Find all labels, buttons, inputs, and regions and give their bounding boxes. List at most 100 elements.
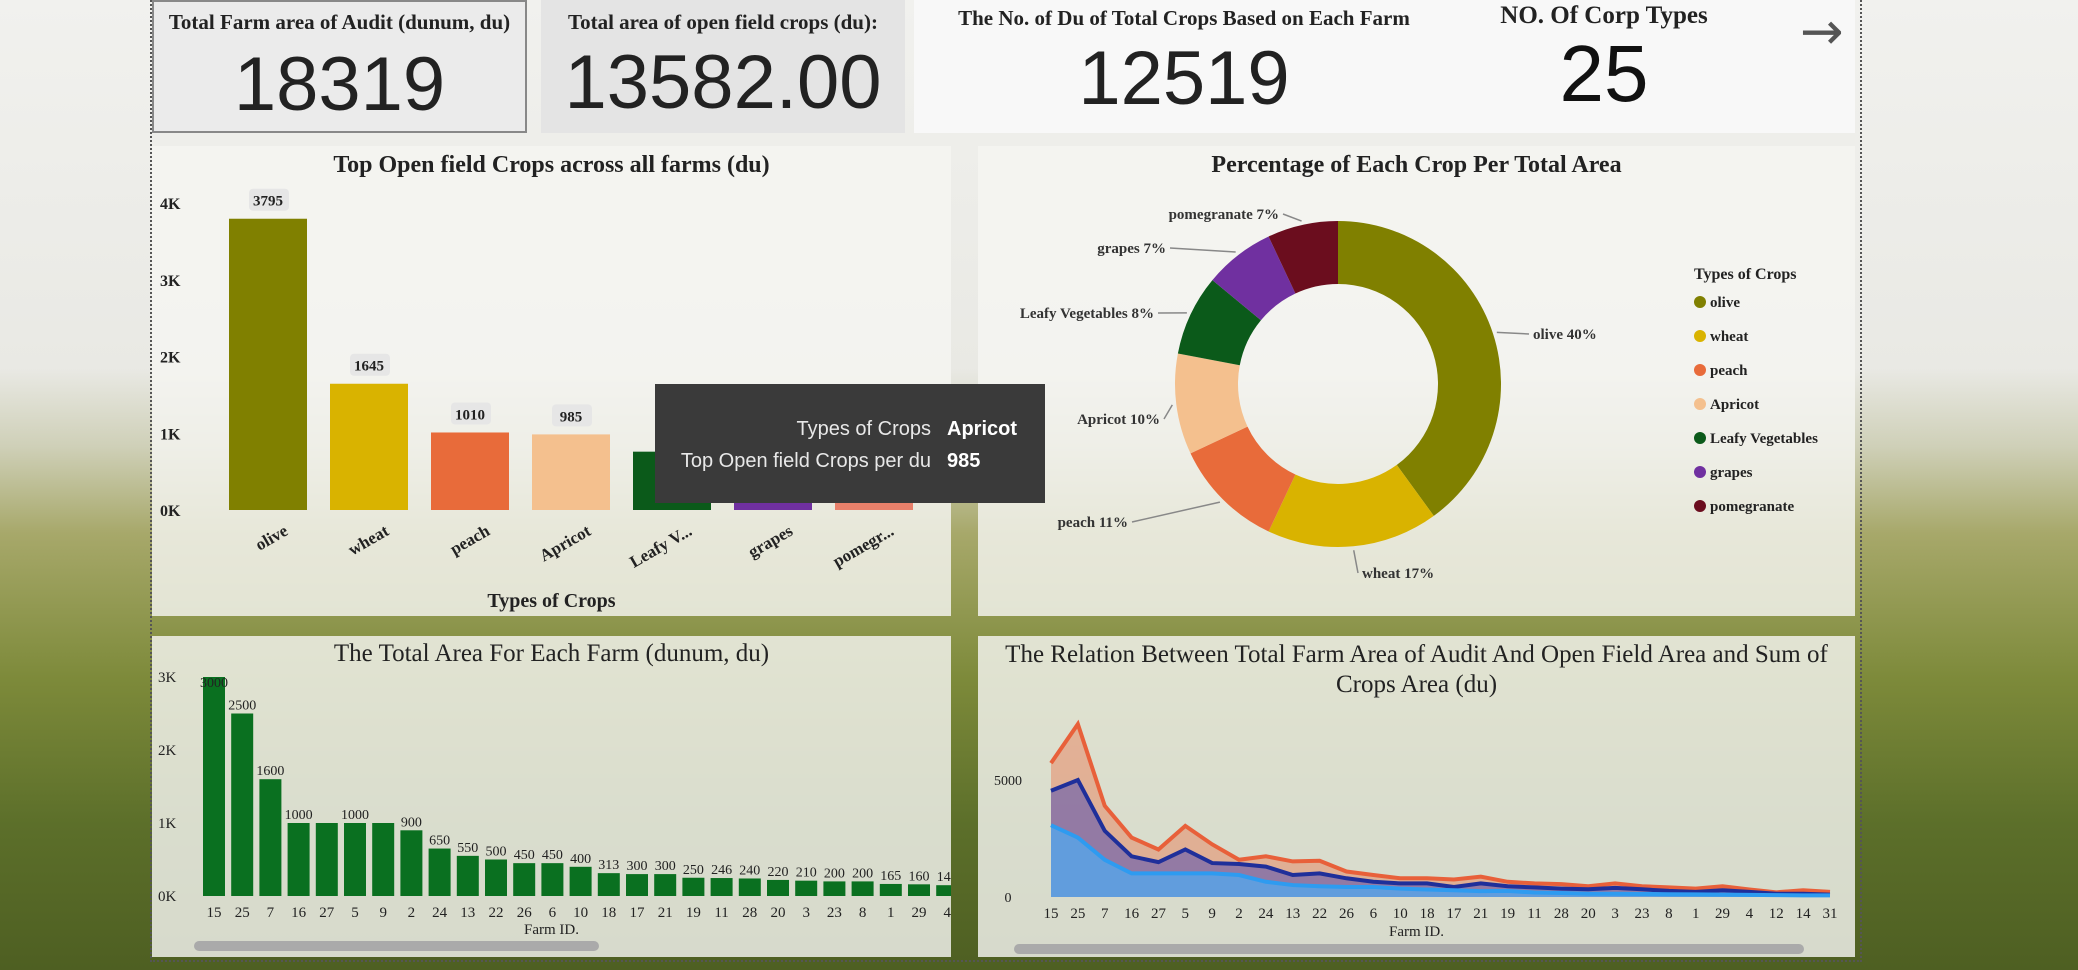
bar: [936, 885, 951, 896]
slice-data-label: peach 11%: [1058, 515, 1128, 531]
data-label: 1000: [285, 808, 313, 823]
arrow-right-icon[interactable]: →: [1800, 2, 1844, 62]
bar: [710, 878, 733, 896]
donut-slice: [1212, 236, 1296, 321]
x-tick-label: 25: [235, 905, 250, 921]
series-line: [1050, 823, 1830, 898]
data-label: 1000: [341, 808, 369, 823]
data-label: 400: [570, 852, 591, 867]
x-tick-label: 3: [802, 905, 810, 921]
bar: [330, 383, 408, 510]
y-tick-label: 1K: [160, 426, 181, 443]
kpi-value: 25: [1559, 29, 1649, 118]
data-label: 500: [486, 845, 507, 860]
x-tick-label: 8: [859, 905, 867, 921]
horizontal-scrollbar[interactable]: [1014, 944, 1804, 954]
x-tick-label: 11: [1527, 906, 1541, 922]
legend-item: grapes: [1710, 465, 1753, 481]
legend-item: peach: [1710, 363, 1748, 379]
x-tick-label: 26: [517, 905, 533, 921]
top-crops-bar-chart: Top Open field Crops across all farms (d…: [152, 146, 951, 616]
donut-slice: [1177, 280, 1261, 366]
y-tick-label: 2K: [158, 743, 177, 759]
x-tick-label: peach: [447, 521, 494, 559]
data-label-bg: [350, 353, 390, 376]
x-tick-label: grapes: [745, 521, 797, 562]
bar: [626, 874, 648, 896]
legend-marker: [1694, 466, 1706, 478]
data-label: 450: [542, 848, 563, 863]
y-tick-label: 0: [1005, 891, 1012, 906]
data-label: 246: [711, 863, 732, 878]
chart-title: The Relation Between Total Farm Area of …: [1005, 641, 1828, 698]
x-tick-label: 24: [1258, 906, 1274, 922]
y-tick-label: 3K: [158, 670, 177, 686]
kpi-title: Total Farm area of Audit (dunum, du): [168, 10, 511, 34]
tooltip-key: Top Open field Crops per du: [680, 450, 931, 472]
x-tick-label: 16: [291, 905, 307, 921]
bar: [259, 779, 282, 896]
legend-marker: [1694, 432, 1706, 444]
bar: [767, 879, 789, 896]
x-tick-label: 10: [1393, 906, 1408, 922]
x-tick-label: 17: [1446, 906, 1462, 922]
legend-item: Apricot: [1710, 397, 1759, 413]
x-tick-label: Apricot: [536, 521, 594, 565]
slice-data-label: olive 40%: [1533, 327, 1597, 343]
x-tick-label: 27: [1151, 906, 1167, 922]
x-tick-label: 23: [1634, 906, 1649, 922]
donut-slice: [1338, 221, 1501, 516]
x-tick-label: 10: [573, 905, 588, 921]
bar: [203, 677, 225, 896]
donut-slice: [1268, 221, 1338, 294]
x-tick-label: 28: [742, 905, 757, 921]
x-tick-label: 20: [771, 905, 786, 921]
kpi-crop-types: NO. Of Corp Types 25: [1454, 0, 1754, 133]
y-tick-label: 4K: [160, 196, 181, 213]
x-tick-label: 13: [460, 905, 475, 921]
kpi-open-field-area: Total area of open field crops (du): 135…: [541, 0, 905, 133]
bar: [513, 863, 536, 896]
crop-percentage-donut-chart: Percentage of Each Crop Per Total Area T…: [978, 146, 1855, 616]
kpi-title: Total area of open field crops (du):: [568, 10, 878, 34]
kpi-value: 12519: [1078, 36, 1290, 121]
kpi-title: NO. Of Corp Types: [1500, 2, 1708, 29]
slice-data-label: grapes 7%: [1097, 241, 1166, 257]
kpi-title: The No. of Du of Total Crops Based on Ea…: [958, 6, 1410, 30]
kpi-value: 18319: [233, 42, 446, 127]
bar: [879, 883, 902, 896]
bar: [229, 218, 307, 510]
data-label: 250: [683, 863, 704, 878]
data-label: 650: [429, 834, 450, 849]
x-tick-label: 19: [1500, 906, 1515, 922]
data-label: 300: [655, 859, 676, 874]
tooltip-value: 985: [947, 450, 981, 472]
farm-total-area-bar-chart: The Total Area For Each Farm (dunum, du)…: [152, 636, 951, 957]
x-axis-title: Types of Crops: [487, 590, 616, 612]
legend-marker: [1694, 364, 1706, 376]
data-label: 1010: [455, 407, 485, 423]
x-tick-label: 4: [943, 905, 951, 921]
data-label: 240: [739, 863, 760, 878]
y-tick-label: 5000: [994, 774, 1022, 789]
x-tick-label: 5: [1182, 906, 1190, 922]
x-tick-label: 23: [827, 905, 842, 921]
data-label: 200: [824, 866, 845, 881]
horizontal-scrollbar[interactable]: [194, 941, 599, 951]
bar: [315, 823, 338, 896]
x-tick-label: 16: [1124, 906, 1140, 922]
x-tick-label: 26: [1339, 906, 1355, 922]
leader-line: [1352, 550, 1359, 574]
x-tick-label: 15: [207, 905, 222, 921]
y-tick-label: 3K: [160, 273, 181, 290]
x-tick-label: 6: [549, 905, 557, 921]
data-label: 1600: [256, 764, 284, 779]
x-tick-label: 2: [1235, 906, 1243, 922]
x-tick-label: 20: [1581, 906, 1596, 922]
data-label: 900: [401, 815, 422, 830]
bar: [823, 881, 846, 896]
x-tick-label: 22: [1312, 906, 1327, 922]
x-tick-label: Leafy V...: [626, 521, 695, 572]
x-tick-label: 21: [658, 905, 673, 921]
x-tick-label: 27: [319, 905, 335, 921]
